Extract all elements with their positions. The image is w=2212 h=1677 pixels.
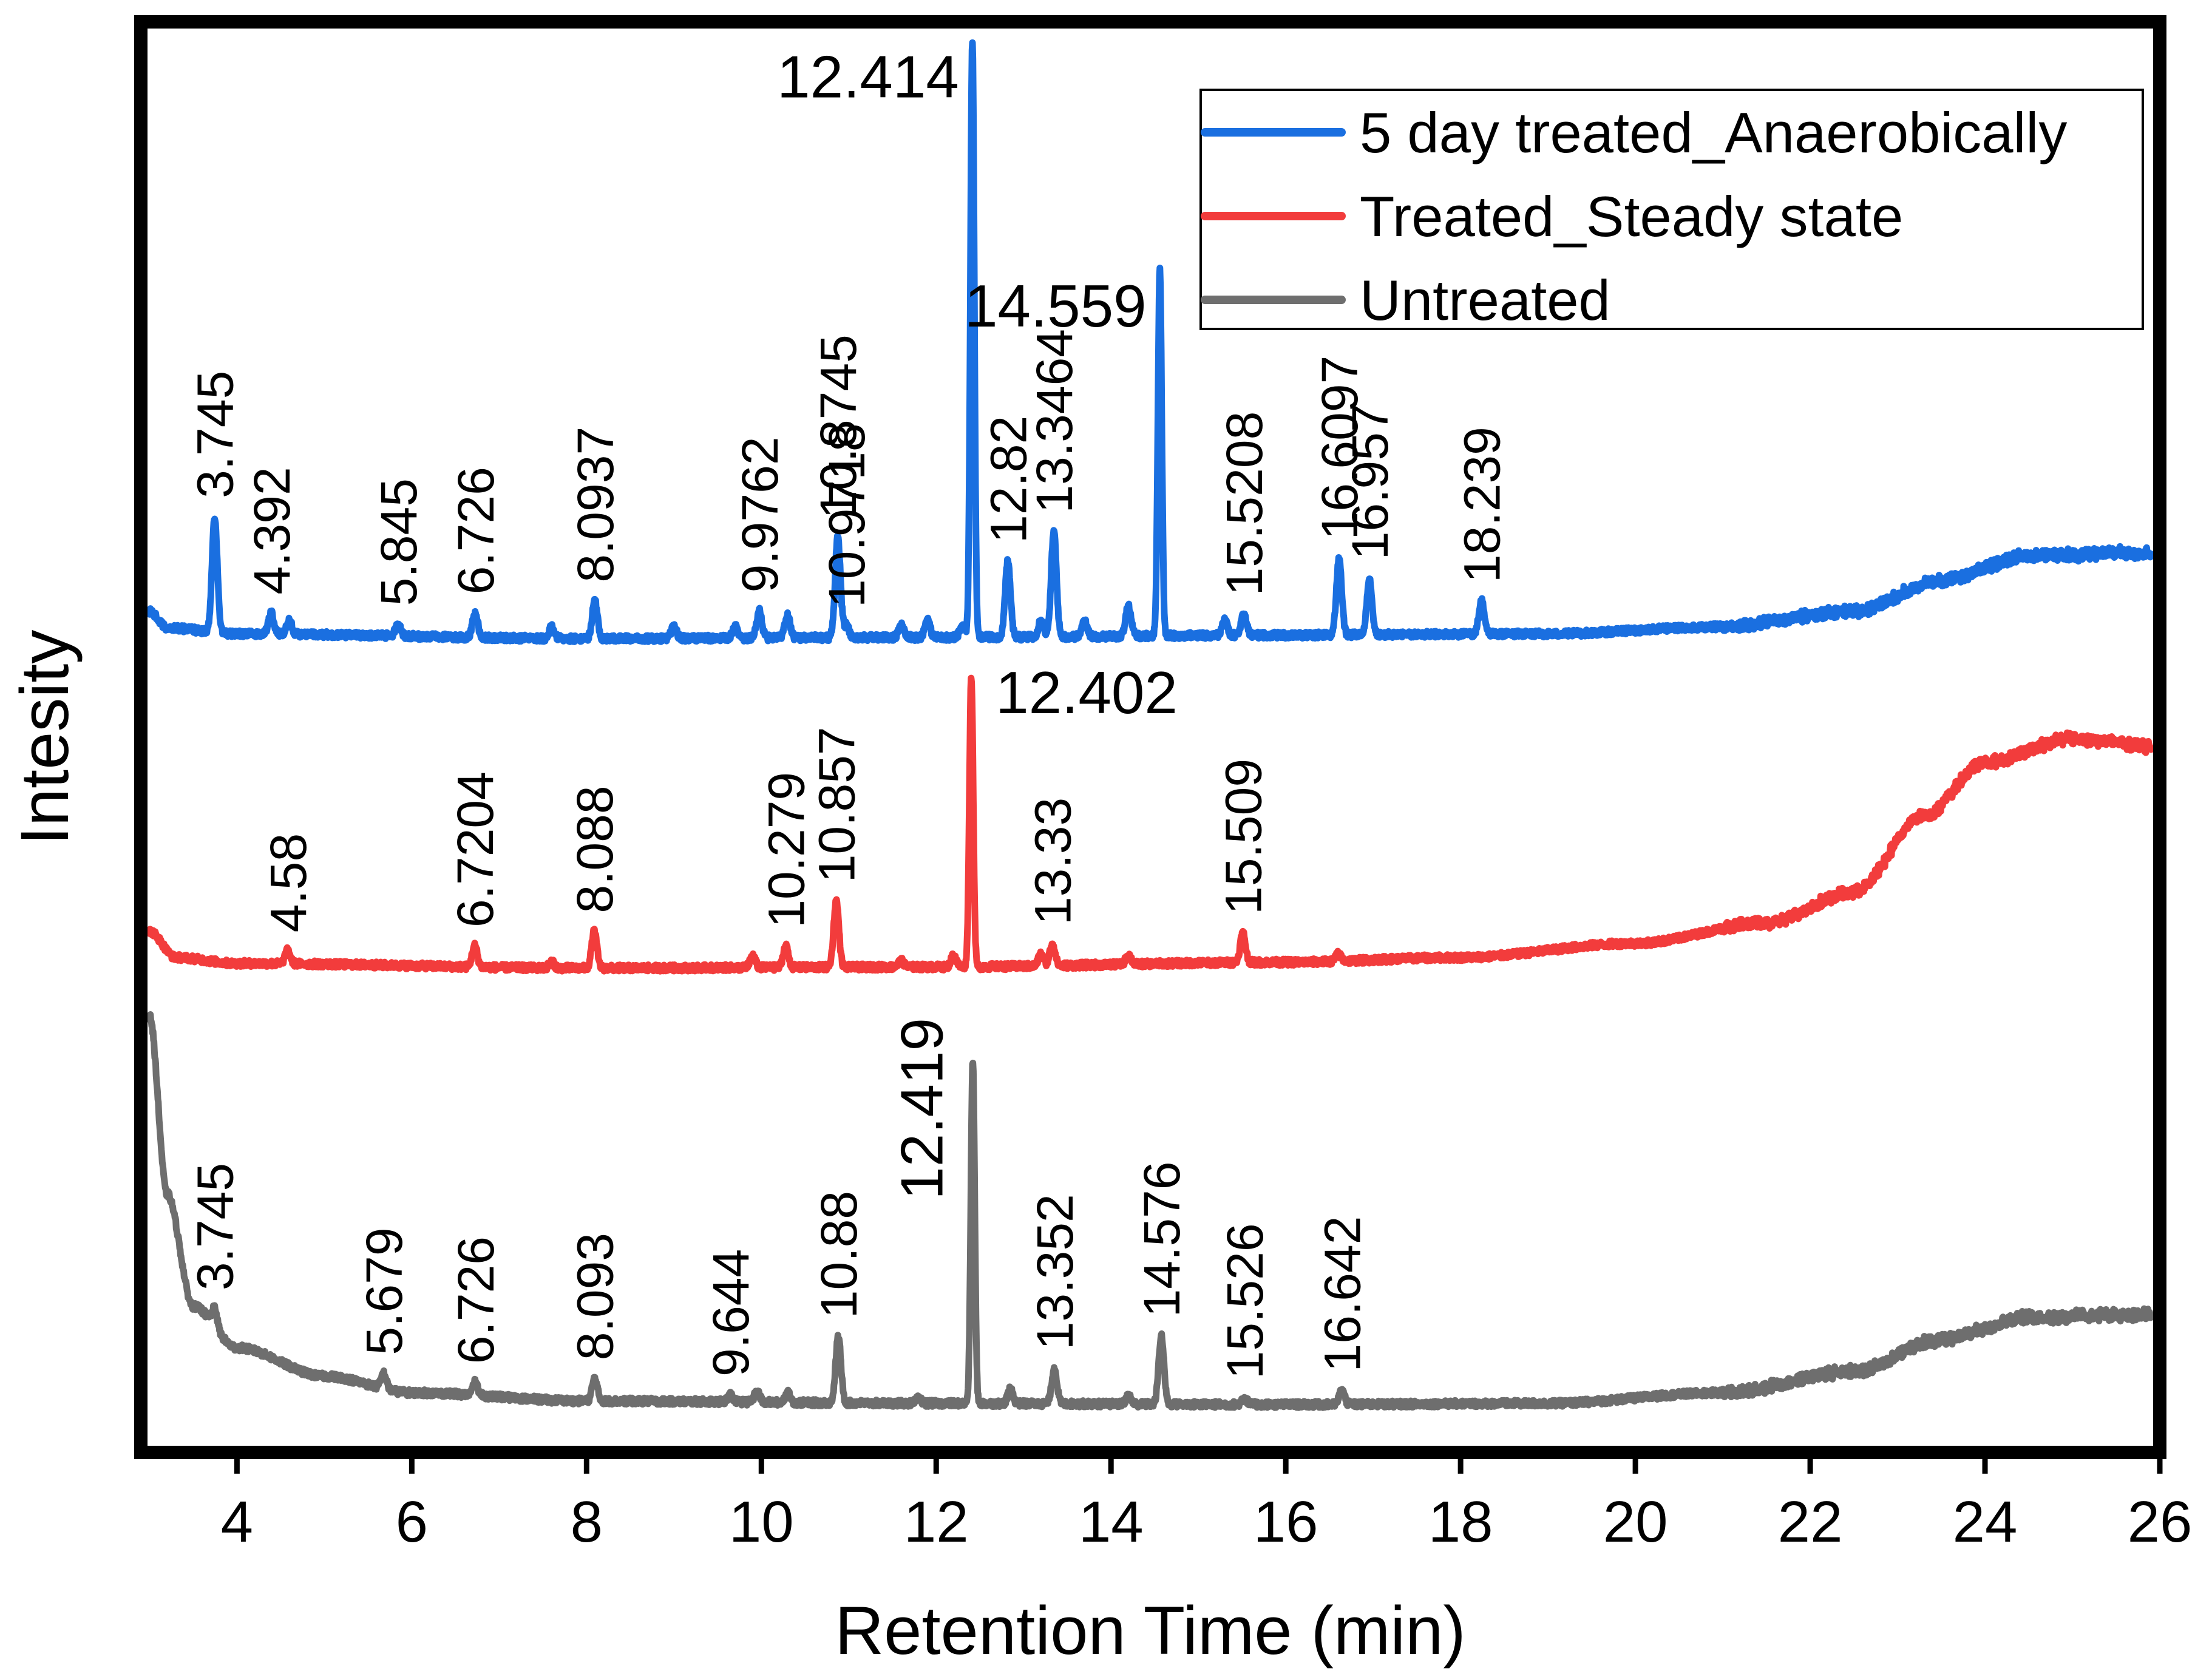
x-tick-label: 8 (571, 1489, 603, 1554)
x-tick-label: 24 (1953, 1489, 2018, 1554)
peak-label: 9.9762 (731, 436, 789, 592)
x-axis-title: Retention Time (min) (835, 1593, 1465, 1669)
y-axis-title: Intesity (7, 630, 83, 845)
peak-label: 8.093 (567, 1233, 624, 1360)
peak-label: 16.642 (1314, 1216, 1371, 1372)
peak-label: 13.3464 (1026, 329, 1083, 513)
peak-label: 15.526 (1216, 1223, 1274, 1379)
peak-label: 6.7204 (447, 771, 504, 927)
peak-label: 14.576 (1133, 1162, 1190, 1318)
x-axis-ticks: 4 6 8 10 12 14 16 18 20 22 24 26 (221, 1452, 2193, 1554)
peak-label: 8.088 (566, 785, 623, 913)
series-line-3 (146, 1011, 2155, 1411)
peak-label: 12.82 (980, 416, 1037, 543)
x-tick-label: 12 (904, 1489, 969, 1554)
peak-label: 12.402 (996, 659, 1178, 726)
legend-label: 5 day treated_Anaerobically (1360, 101, 2067, 164)
peak-label: 12.419 (889, 1018, 955, 1200)
plot-frame (134, 15, 2166, 1459)
peak-label: 4.58 (260, 833, 317, 933)
legend-label: Treated_Steady state (1360, 185, 1903, 248)
peak-label: 13.352 (1026, 1194, 1084, 1350)
x-tick-label: 18 (1428, 1489, 1493, 1554)
peak-label: 18.239 (1454, 427, 1511, 583)
peak-label: 16.6097 (1311, 356, 1368, 540)
peak-label: 16.957 (1342, 404, 1399, 560)
series-line-1 (146, 39, 2155, 645)
x-tick-label: 22 (1778, 1489, 1843, 1554)
peak-label: 4.392 (243, 467, 300, 594)
peak-label: 10.88 (810, 1191, 867, 1318)
peak-label: 10.857 (809, 727, 866, 883)
x-tick-label: 26 (2128, 1489, 2193, 1554)
peak-label: 5.679 (356, 1227, 413, 1355)
legend-items: 5 day treated_Anaerobically Treated_Stead… (1201, 101, 2067, 332)
x-tick-label: 14 (1079, 1489, 1144, 1554)
peak-label: 6.726 (447, 1236, 504, 1364)
peak-label: 14.559 (965, 273, 1147, 339)
series-layer (146, 39, 2155, 1411)
legend-label: Untreated (1360, 268, 1610, 332)
peak-label: 8.0937 (567, 427, 624, 583)
peak-label: 13.33 (1025, 798, 1082, 925)
peak-label: 3.745 (187, 1163, 244, 1290)
peak-label: 6.726 (447, 467, 504, 594)
x-tick-label: 4 (221, 1489, 253, 1554)
peak-label: 10.9718 (818, 423, 875, 608)
peak-label: 9.644 (702, 1249, 759, 1377)
peak-label: 10.8745 (810, 334, 867, 519)
peak-label: 15.509 (1215, 759, 1272, 915)
x-tick-label: 10 (729, 1489, 794, 1554)
peak-label: 5.845 (370, 478, 427, 606)
peak-label: 15.5208 (1216, 412, 1273, 596)
legend-box (1199, 89, 2144, 330)
legend: 5 day treated_Anaerobically Treated_Stead… (1199, 89, 2144, 332)
x-tick-label: 20 (1603, 1489, 1668, 1554)
peak-label: 10.279 (758, 772, 815, 928)
peak-label: 3.745 (187, 371, 244, 498)
series-line-2 (146, 674, 2155, 975)
x-tick-label: 16 (1254, 1489, 1318, 1554)
peak-label: 12.414 (777, 43, 959, 110)
x-tick-label: 6 (396, 1489, 428, 1554)
